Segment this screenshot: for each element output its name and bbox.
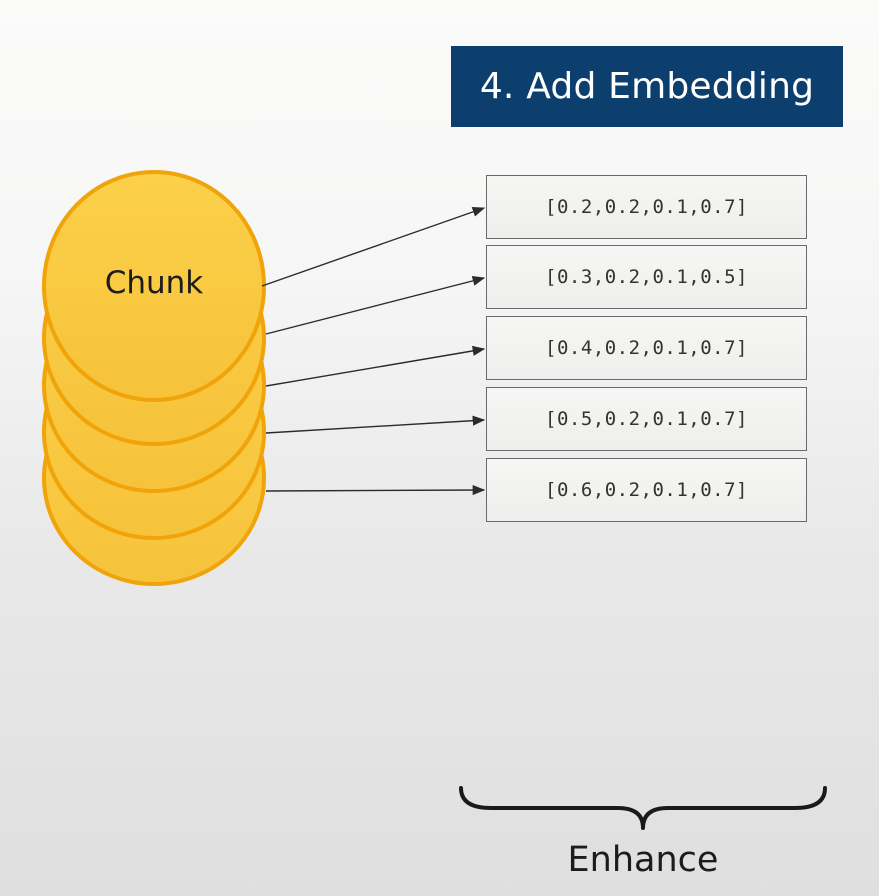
chunk-label: Chunk — [104, 265, 204, 301]
chunk-stack — [42, 170, 266, 586]
embedding-vector-1: [0.2,0.2,0.1,0.7] — [486, 175, 807, 239]
title-text: 4. Add Embedding — [479, 66, 815, 107]
embedding-vector-4: [0.5,0.2,0.1,0.7] — [486, 387, 807, 451]
arrow-3 — [265, 345, 486, 387]
arrow-4 — [265, 415, 486, 434]
arrow-1 — [261, 207, 486, 287]
enhance-label: Enhance — [567, 840, 719, 880]
embedding-vector-5: [0.6,0.2,0.1,0.7] — [486, 458, 807, 522]
embedding-vector-2: [0.3,0.2,0.1,0.5] — [486, 245, 807, 309]
title-banner: 4. Add Embedding — [451, 46, 843, 127]
arrows — [261, 207, 486, 496]
arrow-2 — [265, 275, 486, 335]
curly-brace — [459, 786, 827, 830]
embedding-vector-3: [0.4,0.2,0.1,0.7] — [486, 316, 807, 380]
arrow-5 — [265, 485, 486, 496]
